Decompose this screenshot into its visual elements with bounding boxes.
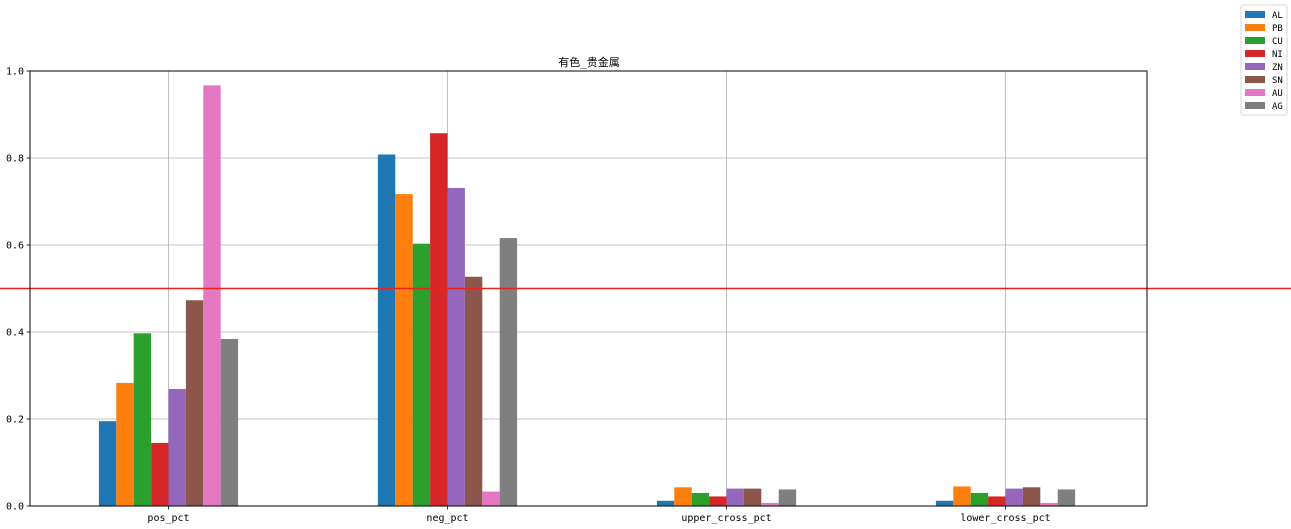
bar-ni-pos-pct [151, 442, 169, 506]
plot-frame [29, 70, 1148, 507]
bar-ni-lower-cross-pct [988, 496, 1006, 506]
bar-al-upper-cross-pct [656, 500, 675, 506]
bar-zn-lower-cross-pct [1005, 488, 1023, 506]
y-axis: 0.0 0.2 0.4 0.6 0.8 1.0 [6, 67, 30, 513]
legend: AL PB CU NI ZN SN AU AG [1240, 4, 1288, 116]
legend-label-ni: NI [1272, 50, 1283, 60]
bar-sn-pos-pct [185, 300, 204, 506]
bar-al-neg-pct [377, 154, 396, 506]
legend-label-sn: SN [1272, 76, 1283, 86]
x-tick-label: neg_pct [426, 513, 468, 524]
legend-label-zn: ZN [1272, 63, 1283, 73]
bar-al-pos-pct [98, 421, 117, 506]
bar-ag-upper-cross-pct [778, 489, 797, 506]
bar-ag-lower-cross-pct [1057, 489, 1076, 506]
bar-cu-lower-cross-pct [970, 492, 989, 506]
bar-ag-neg-pct [499, 238, 518, 507]
bar-ni-neg-pct [430, 133, 448, 506]
legend-label-al: AL [1272, 11, 1283, 21]
bar-au-lower-cross-pct [1040, 502, 1058, 506]
y-tick-label: 0.0 [6, 502, 24, 513]
x-axis: pos_pct neg_pct upper_cross_pct lower_cross… [147, 506, 1051, 524]
bar-cu-upper-cross-pct [691, 492, 710, 506]
legend-box [1240, 4, 1288, 116]
legend-swatch-zn [1245, 63, 1265, 70]
x-tick-label: lower_cross_pct [960, 513, 1050, 524]
legend-swatch-ag [1245, 102, 1265, 109]
legend-label-ag: AG [1272, 102, 1283, 112]
y-tick-label: 0.2 [6, 415, 24, 426]
bar-cu-pos-pct [133, 333, 152, 506]
bar-au-neg-pct [482, 491, 500, 506]
bar-pb-neg-pct [395, 194, 413, 507]
bar-pb-pos-pct [116, 382, 134, 506]
bar-pb-lower-cross-pct [953, 486, 971, 506]
y-tick-label: 0.6 [6, 241, 24, 252]
chart-title: 有色_贵金属 [558, 55, 620, 69]
legend-swatch-ni [1245, 50, 1265, 57]
bar-pb-upper-cross-pct [674, 487, 692, 506]
legend-label-au: AU [1272, 89, 1283, 99]
bar-zn-pos-pct [168, 388, 186, 506]
y-tick-label: 1.0 [6, 67, 24, 78]
bar-ag-pos-pct [220, 338, 239, 506]
bar-ni-upper-cross-pct [709, 496, 727, 506]
legend-swatch-pb [1245, 24, 1265, 31]
legend-swatch-au [1245, 89, 1265, 96]
y-tick-label: 0.8 [6, 154, 24, 165]
bar-zn-neg-pct [447, 188, 465, 506]
bar-sn-upper-cross-pct [743, 488, 762, 506]
x-tick-label: pos_pct [147, 513, 189, 524]
x-tick-label: upper_cross_pct [681, 513, 771, 524]
legend-label-pb: PB [1272, 24, 1283, 34]
legend-swatch-sn [1245, 76, 1265, 83]
bar-au-pos-pct [203, 85, 221, 506]
y-tick-label: 0.4 [6, 328, 24, 339]
legend-swatch-al [1245, 11, 1265, 18]
bar-cu-neg-pct [412, 243, 431, 506]
legend-swatch-cu [1245, 37, 1265, 44]
bars [98, 85, 1076, 507]
bar-al-lower-cross-pct [935, 500, 954, 506]
bar-au-upper-cross-pct [761, 502, 779, 506]
bar-sn-lower-cross-pct [1022, 487, 1041, 506]
bar-sn-neg-pct [464, 276, 483, 506]
bar-zn-upper-cross-pct [726, 488, 744, 506]
legend-label-cu: CU [1272, 37, 1283, 47]
